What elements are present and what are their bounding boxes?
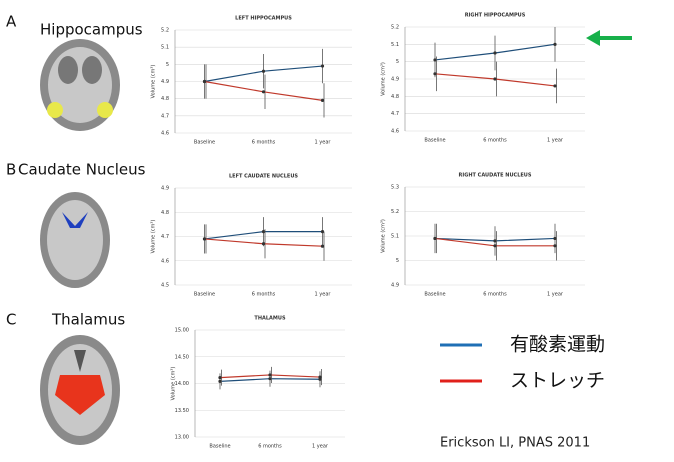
- highlight-arrow: [586, 30, 632, 46]
- y-tick-label: 4.9: [391, 283, 399, 289]
- chart-title: RIGHT HIPPOCAMPUS: [465, 13, 526, 19]
- data-point: [553, 84, 556, 87]
- chart-title: LEFT CAUDATE NUCLEUS: [229, 174, 298, 180]
- x-tick-label: 1 year: [315, 292, 332, 298]
- y-tick-label: 5.1: [391, 42, 399, 48]
- x-tick-label: Baseline: [194, 140, 215, 146]
- data-point: [218, 376, 221, 379]
- data-point: [321, 64, 324, 67]
- x-tick-label: 1 year: [547, 138, 564, 144]
- x-tick-label: 1 year: [315, 140, 332, 146]
- panel-letter: C: [6, 311, 16, 329]
- panel-letter: B: [6, 161, 16, 179]
- y-tick-label: 4.7: [161, 234, 169, 240]
- data-point: [321, 245, 324, 248]
- data-point: [321, 99, 324, 102]
- y-tick-label: 4.9: [161, 186, 169, 192]
- data-point: [318, 375, 321, 378]
- y-tick-label: 13.50: [175, 408, 189, 414]
- y-tick-label: 4.6: [161, 131, 169, 137]
- data-point: [433, 72, 436, 75]
- citation: Erickson LI, PNAS 2011: [440, 436, 590, 451]
- page: Erickson LI, PNAS 2011 A Hippocampus BCaud…: [0, 0, 674, 462]
- y-tick-label: 5.2: [161, 28, 169, 34]
- data-point: [433, 237, 436, 240]
- y-tick-label: 4.7: [161, 113, 169, 119]
- y-tick-label: 4.6: [161, 258, 169, 264]
- x-tick-label: Baseline: [209, 444, 230, 450]
- data-point: [553, 43, 556, 46]
- x-tick-label: 6 months: [483, 292, 507, 298]
- panel-label: Thalamus: [51, 311, 125, 329]
- data-point: [493, 51, 496, 54]
- y-tick-label: 5: [166, 62, 169, 68]
- x-tick-label: Baseline: [424, 292, 445, 298]
- brain-hippocampus: [40, 39, 120, 131]
- y-tick-label: 4.6: [391, 129, 399, 135]
- brain-thalamus: [40, 335, 120, 445]
- y-axis-label: Volume (cm³): [151, 220, 157, 254]
- y-tick-label: 5.1: [161, 45, 169, 51]
- panel-letter: A: [6, 13, 17, 31]
- y-tick-label: 5.3: [391, 185, 399, 191]
- data-point: [268, 373, 271, 376]
- y-tick-label: 4.9: [391, 77, 399, 83]
- y-tick-label: 5.2: [391, 25, 399, 31]
- legend-label: ストレッチ: [510, 370, 605, 392]
- panel-label: Hippocampus: [40, 21, 143, 39]
- data-point: [493, 77, 496, 80]
- data-point: [203, 237, 206, 240]
- y-tick-label: 4.8: [161, 96, 169, 102]
- x-tick-label: 6 months: [252, 140, 276, 146]
- x-tick-label: 1 year: [312, 444, 329, 450]
- legend-label: 有酸素運動: [510, 334, 605, 356]
- x-tick-label: 6 months: [258, 444, 282, 450]
- y-tick-label: 4.9: [161, 79, 169, 85]
- y-tick-label: 5: [396, 59, 399, 65]
- chart-title: THALAMUS: [254, 316, 286, 322]
- chart-title: RIGHT CAUDATE NUCLEUS: [459, 173, 532, 179]
- x-tick-label: 6 months: [483, 138, 507, 144]
- y-axis-label: Volume (cm³): [381, 62, 387, 96]
- x-tick-label: Baseline: [424, 138, 445, 144]
- y-tick-label: 15.00: [175, 328, 189, 334]
- y-tick-label: 5.2: [391, 209, 399, 215]
- figure: Erickson LI, PNAS 2011 A Hippocampus BCaud…: [0, 0, 674, 462]
- data-point: [262, 242, 265, 245]
- y-axis-label: Volume (cm³): [381, 219, 387, 253]
- brain-caudate: [40, 192, 110, 288]
- data-point: [203, 80, 206, 83]
- y-tick-label: 14.50: [175, 354, 189, 360]
- y-tick-label: 5: [396, 258, 399, 264]
- x-tick-label: 6 months: [252, 292, 276, 298]
- chart-title: LEFT HIPPOCAMPUS: [235, 16, 292, 22]
- x-tick-label: Baseline: [194, 292, 215, 298]
- y-tick-label: 14.00: [175, 381, 189, 387]
- y-tick-label: 13.00: [175, 435, 189, 441]
- panel-label: Caudate Nucleus: [18, 161, 146, 179]
- y-tick-label: 4.8: [161, 210, 169, 216]
- data-point: [262, 70, 265, 73]
- x-tick-label: 1 year: [547, 292, 564, 298]
- y-tick-label: 4.8: [391, 94, 399, 100]
- y-tick-label: 4.5: [161, 283, 169, 289]
- y-tick-label: 5.1: [391, 234, 399, 240]
- y-axis-label: Volume (cm³): [151, 65, 157, 99]
- data-point: [493, 244, 496, 247]
- data-point: [262, 90, 265, 93]
- y-tick-label: 4.7: [391, 111, 399, 117]
- data-point: [553, 244, 556, 247]
